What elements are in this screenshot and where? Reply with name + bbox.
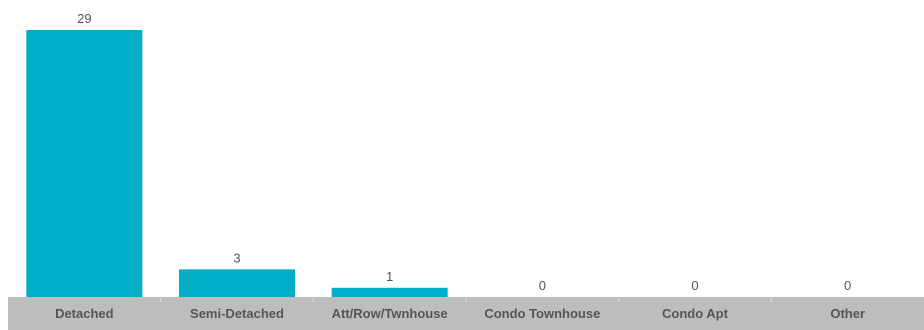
category-label-4: Condo Apt (662, 306, 729, 321)
category-label-3: Condo Townhouse (484, 306, 600, 321)
category-label-2: Att/Row/Twnhouse (332, 306, 448, 321)
category-label-0: Detached (55, 306, 114, 321)
value-label-5: 0 (844, 278, 851, 293)
value-label-1: 3 (233, 250, 240, 265)
bar-2 (331, 287, 448, 297)
value-label-2: 1 (386, 269, 393, 284)
value-label-0: 29 (77, 11, 91, 26)
value-label-4: 0 (691, 278, 698, 293)
bar-1 (179, 269, 295, 297)
value-label-3: 0 (539, 278, 546, 293)
category-axis-band (8, 297, 924, 330)
category-label-1: Semi-Detached (190, 306, 284, 321)
bar-0 (26, 30, 143, 297)
category-label-5: Other (830, 306, 865, 321)
